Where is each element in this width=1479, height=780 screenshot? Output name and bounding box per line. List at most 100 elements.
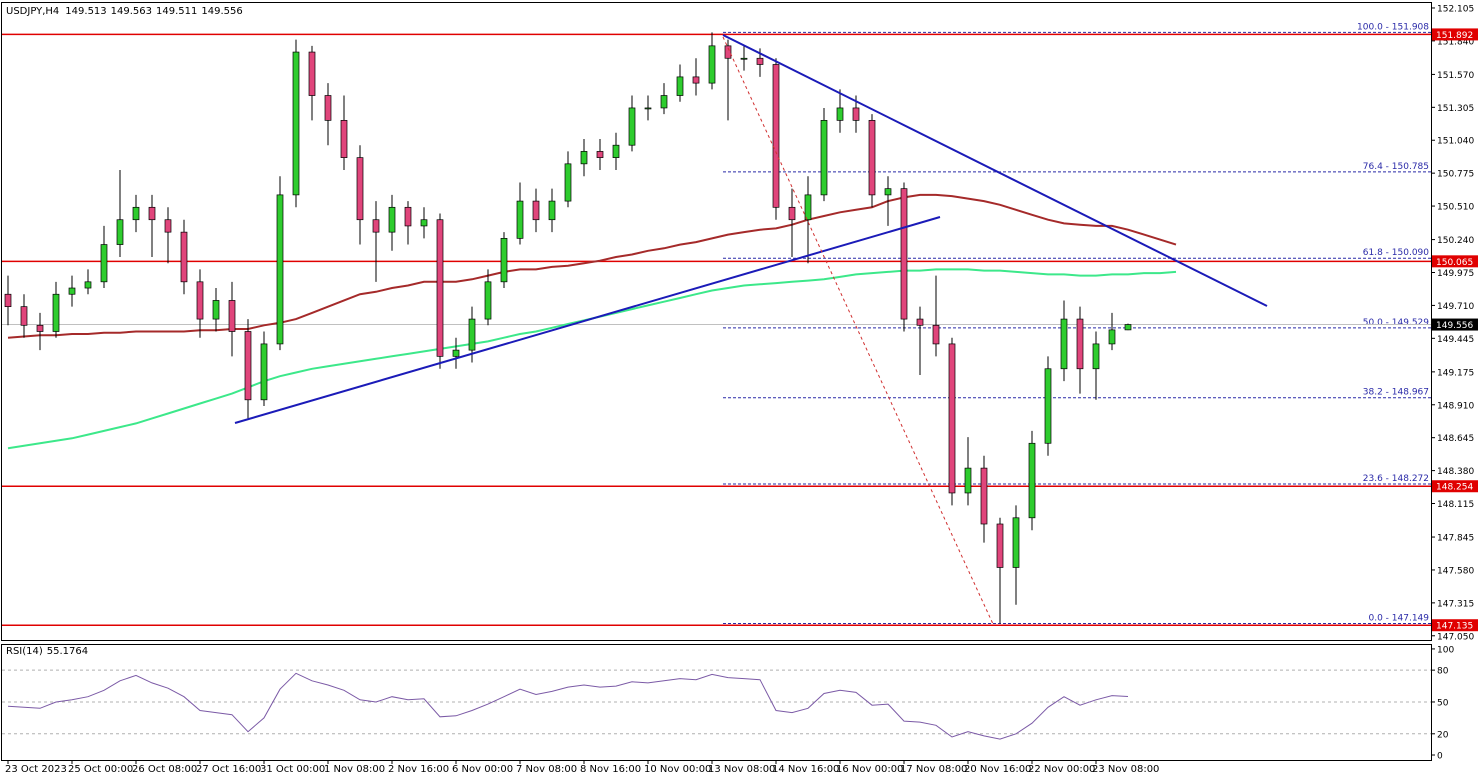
candle-body xyxy=(404,206,412,227)
x-tick-label: 8 Nov 16:00 xyxy=(580,764,641,775)
x-tick-label: 2 Nov 16:00 xyxy=(388,764,449,775)
candle-body xyxy=(180,231,188,283)
x-tick-label: 17 Nov 08:00 xyxy=(900,764,967,775)
candle-body xyxy=(260,343,268,401)
trendline xyxy=(234,216,941,424)
candle-body xyxy=(900,188,908,320)
candle-body xyxy=(52,293,60,332)
x-tick-label: 23 Nov 08:00 xyxy=(1092,764,1159,775)
x-tick-label: 31 Oct 00:00 xyxy=(260,764,325,775)
y-tick-label: 147.315 xyxy=(1437,599,1474,609)
candle-body xyxy=(740,57,748,60)
header-high: 149.563 xyxy=(111,6,152,17)
y-tick-label: 149.175 xyxy=(1437,368,1474,378)
candle-body xyxy=(708,45,716,84)
candle-body xyxy=(1076,318,1084,370)
candle-body xyxy=(228,300,236,332)
fib-label: 50.0 - 149.529 xyxy=(1363,318,1429,328)
rsi-tick-label: 80 xyxy=(1437,667,1449,677)
rsi-header: RSI(14) 55.1764 xyxy=(6,646,88,657)
candle-body xyxy=(868,120,876,196)
candle-body xyxy=(4,293,12,308)
y-tick-label: 151.040 xyxy=(1437,137,1474,147)
x-tick-label: 25 Oct 00:00 xyxy=(68,764,133,775)
level-price-label: 147.135 xyxy=(1436,622,1473,632)
candle-body xyxy=(84,281,92,289)
candle-body xyxy=(564,163,572,202)
fib-label: 61.8 - 150.090 xyxy=(1363,248,1429,258)
rsi-tick-label: 0 xyxy=(1437,752,1443,762)
y-tick-label: 149.445 xyxy=(1437,335,1474,345)
candle-body xyxy=(484,281,492,320)
x-tick-label: 26 Oct 08:00 xyxy=(132,764,197,775)
candle-body xyxy=(356,157,364,221)
x-tick-label: 23 Oct 2023 xyxy=(5,764,67,775)
candle-body xyxy=(1124,324,1132,331)
fib-label: 38.2 - 148.967 xyxy=(1363,388,1429,398)
fib-label: 23.6 - 148.272 xyxy=(1363,474,1429,484)
candle-body xyxy=(756,57,764,65)
candle-body xyxy=(884,188,892,196)
rsi-name: RSI(14) xyxy=(6,646,43,657)
moving-average xyxy=(7,193,1177,339)
x-tick-label: 16 Nov 00:00 xyxy=(836,764,903,775)
rsi-line xyxy=(7,672,1129,740)
candle-body xyxy=(628,107,636,146)
candle-body xyxy=(644,107,652,110)
fib-label: 100.0 - 151.908 xyxy=(1357,22,1429,32)
rsi-panel-frame xyxy=(1,644,1432,761)
candle-body xyxy=(516,200,524,239)
candle-body xyxy=(788,206,796,221)
candle-body xyxy=(116,219,124,245)
level-price-box xyxy=(1432,480,1478,493)
candle-body xyxy=(596,151,604,158)
rsi-tick-label: 100 xyxy=(1437,645,1454,655)
y-tick-label: 150.510 xyxy=(1437,203,1474,213)
candle-body xyxy=(436,219,444,357)
candle-body xyxy=(452,349,460,357)
fib-label: 76.4 - 150.785 xyxy=(1363,162,1429,172)
candle-body xyxy=(164,219,172,233)
candle-body xyxy=(1012,517,1020,568)
current-price-label: 149.556 xyxy=(1436,321,1473,331)
candle-body xyxy=(68,287,76,295)
candle-body xyxy=(132,206,140,221)
fib-label: 0.0 - 147.149 xyxy=(1369,613,1430,623)
candle-body xyxy=(676,76,684,96)
level-price-box xyxy=(1432,255,1478,268)
candle-body xyxy=(148,206,156,221)
x-tick-label: 1 Nov 08:00 xyxy=(324,764,385,775)
header-low: 149.511 xyxy=(156,6,197,17)
candle-body xyxy=(1060,318,1068,370)
y-tick-label: 147.050 xyxy=(1437,632,1474,642)
x-tick-label: 7 Nov 08:00 xyxy=(516,764,577,775)
symbol: USDJPY,H4 xyxy=(6,6,59,17)
y-tick-label: 150.775 xyxy=(1437,170,1474,180)
candle-body xyxy=(916,318,924,326)
candle-body xyxy=(692,76,700,84)
candle-body xyxy=(580,151,588,165)
candle-body xyxy=(292,51,300,196)
candle-body xyxy=(1028,442,1036,519)
candle-body xyxy=(1092,343,1100,370)
candle-body xyxy=(804,194,812,221)
candle-body xyxy=(948,343,956,494)
candle-body xyxy=(308,51,316,96)
candle-body xyxy=(548,200,556,221)
header-close: 149.556 xyxy=(201,6,242,17)
y-tick-label: 151.305 xyxy=(1437,104,1474,114)
candle-body xyxy=(340,120,348,158)
candle-body xyxy=(388,206,396,233)
candle-body xyxy=(36,324,44,332)
x-tick-label: 6 Nov 00:00 xyxy=(452,764,513,775)
x-tick-label: 22 Nov 00:00 xyxy=(1028,764,1095,775)
x-tick-label: 14 Nov 16:00 xyxy=(772,764,839,775)
trendline xyxy=(722,34,1268,307)
y-tick-label: 148.380 xyxy=(1437,467,1474,477)
candle-body xyxy=(996,523,1004,568)
y-tick-label: 151.840 xyxy=(1437,37,1474,47)
y-tick-label: 152.105 xyxy=(1437,4,1474,14)
candle-body xyxy=(612,144,620,158)
x-tick-label: 20 Nov 16:00 xyxy=(964,764,1031,775)
